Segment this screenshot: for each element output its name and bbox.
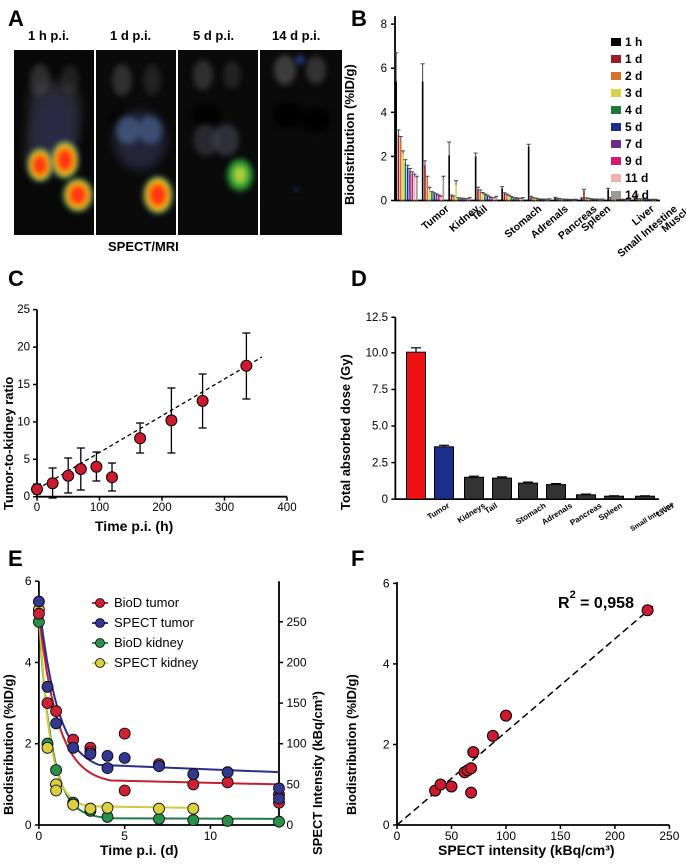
svg-text:4: 4 (383, 657, 390, 671)
svg-text:0: 0 (383, 818, 390, 832)
svg-text:R2 = 0,958: R2 = 0,958 (558, 589, 634, 612)
svg-text:11 d: 11 d (625, 171, 648, 185)
svg-text:25: 25 (17, 304, 30, 316)
svg-text:50: 50 (445, 829, 459, 843)
svg-text:0: 0 (36, 829, 43, 843)
svg-text:5: 5 (121, 829, 128, 843)
svg-text:0: 0 (25, 818, 32, 832)
svg-text:0: 0 (287, 818, 294, 832)
svg-text:6: 6 (25, 574, 32, 588)
svg-text:12.5: 12.5 (366, 312, 388, 324)
svg-text:0: 0 (34, 502, 40, 514)
svg-text:250: 250 (287, 615, 307, 629)
svg-text:10: 10 (204, 829, 218, 843)
svg-text:0: 0 (24, 491, 30, 503)
svg-text:8: 8 (381, 19, 387, 31)
svg-text:150: 150 (287, 696, 307, 710)
svg-text:0: 0 (381, 196, 387, 208)
svg-text:2 d: 2 d (625, 69, 642, 83)
svg-text:14 d: 14 d (625, 188, 649, 202)
svg-text:100: 100 (496, 829, 516, 843)
svg-text:100: 100 (287, 737, 307, 751)
svg-text:9 d: 9 d (625, 154, 642, 168)
svg-text:50: 50 (287, 777, 301, 791)
svg-text:5: 5 (24, 454, 30, 466)
svg-text:2: 2 (381, 151, 387, 163)
svg-text:6: 6 (383, 576, 390, 590)
svg-text:4: 4 (25, 655, 32, 669)
svg-text:7 d: 7 d (625, 137, 642, 151)
svg-text:4: 4 (381, 107, 388, 119)
svg-text:2: 2 (25, 737, 32, 751)
svg-text:BioD tumor: BioD tumor (114, 595, 180, 610)
svg-text:2: 2 (383, 738, 390, 752)
svg-text:0: 0 (394, 829, 401, 843)
svg-text:6: 6 (381, 63, 387, 75)
svg-text:15: 15 (17, 379, 30, 391)
svg-text:4 d: 4 d (625, 103, 642, 117)
svg-text:100: 100 (90, 502, 109, 514)
svg-text:5 d: 5 d (625, 120, 642, 134)
svg-text:250: 250 (659, 829, 679, 843)
svg-text:5.0: 5.0 (372, 421, 388, 433)
svg-text:20: 20 (17, 342, 30, 354)
svg-text:10: 10 (17, 416, 30, 428)
svg-text:300: 300 (215, 502, 234, 514)
svg-text:2.5: 2.5 (372, 457, 388, 469)
svg-text:BioD kidney: BioD kidney (114, 635, 184, 650)
svg-text:7.5: 7.5 (372, 384, 388, 396)
svg-text:150: 150 (550, 829, 570, 843)
svg-text:400: 400 (277, 502, 296, 514)
svg-text:200: 200 (605, 829, 625, 843)
svg-text:200: 200 (152, 502, 171, 514)
svg-text:1 h: 1 h (625, 35, 642, 49)
svg-text:0: 0 (382, 494, 388, 506)
svg-text:3 d: 3 d (625, 86, 642, 100)
svg-text:1 d: 1 d (625, 52, 642, 66)
svg-text:SPECT kidney: SPECT kidney (114, 655, 199, 670)
svg-text:SPECT tumor: SPECT tumor (114, 615, 195, 630)
svg-text:10.0: 10.0 (366, 348, 388, 360)
svg-text:200: 200 (287, 655, 307, 669)
